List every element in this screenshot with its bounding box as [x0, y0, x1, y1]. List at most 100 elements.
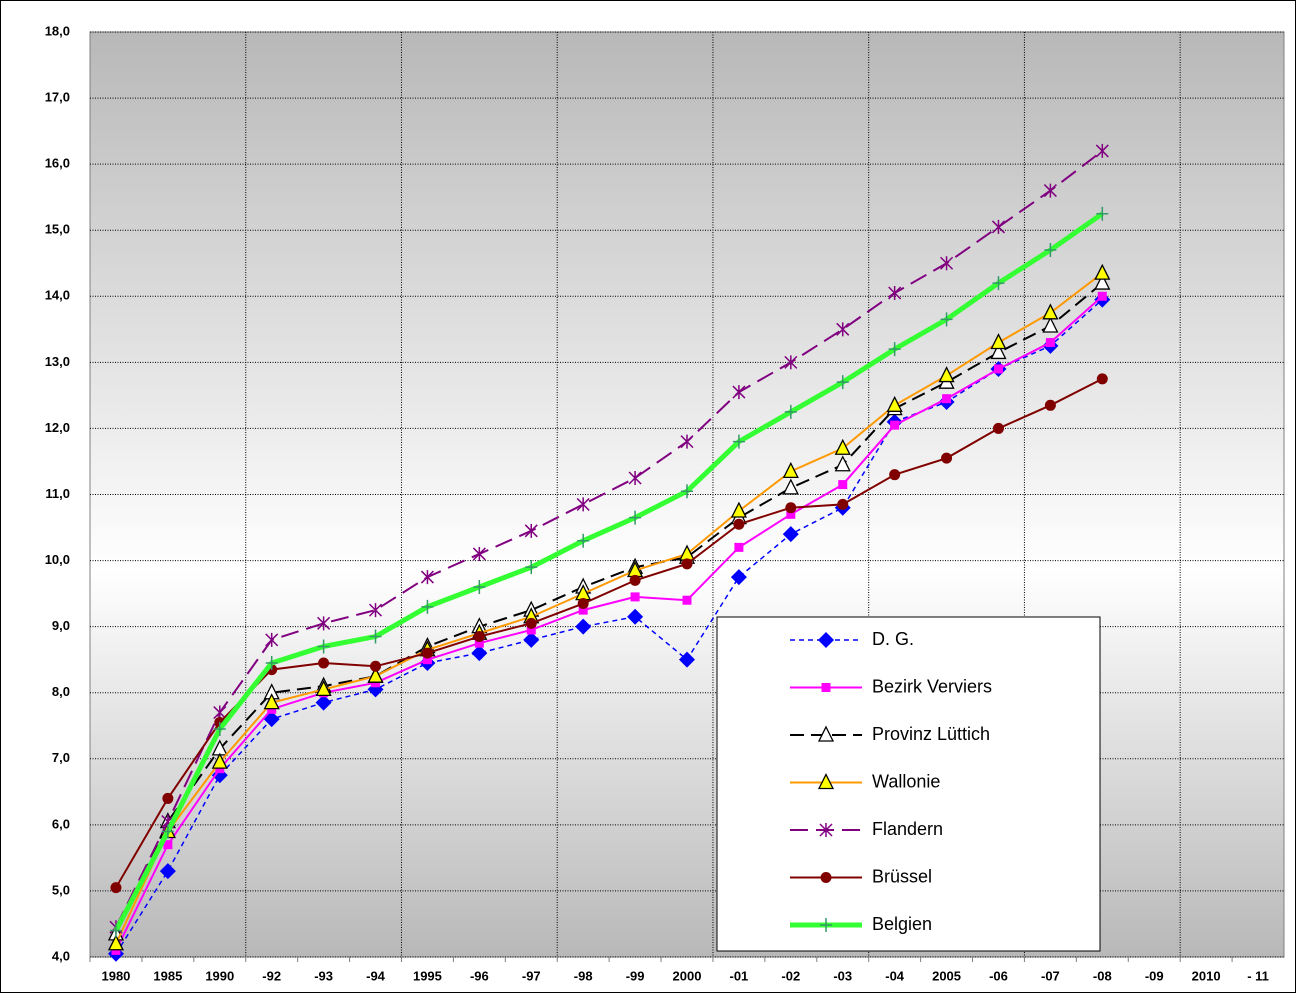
x-tick-label: 1985	[153, 968, 182, 983]
legend	[716, 616, 1101, 952]
series-line	[115, 282, 1103, 935]
marker	[370, 660, 382, 672]
marker	[785, 502, 797, 514]
marker	[577, 533, 590, 548]
marker	[890, 420, 900, 430]
marker	[889, 469, 901, 481]
marker	[472, 546, 486, 561]
marker	[990, 342, 1007, 360]
x-tick-label: -07	[1041, 968, 1060, 983]
marker	[421, 599, 434, 614]
marker	[732, 385, 746, 400]
x-tick-label: 1995	[413, 968, 442, 983]
legend-label: Brüssel	[872, 866, 932, 886]
marker	[817, 725, 835, 742]
marker	[942, 394, 952, 404]
marker	[1043, 183, 1057, 198]
legend-label: Bezirk Verviers	[872, 676, 992, 696]
legend-label: Wallonie	[872, 771, 940, 791]
marker	[820, 918, 832, 932]
series-line	[115, 150, 1103, 928]
marker	[317, 616, 331, 631]
marker	[577, 598, 589, 610]
y-tick-label: 6,0	[52, 816, 70, 831]
x-tick-label: -94	[366, 968, 386, 983]
marker	[940, 256, 954, 271]
marker	[836, 375, 849, 390]
marker	[733, 518, 745, 530]
marker	[473, 631, 485, 643]
marker	[1094, 273, 1111, 290]
marker	[1045, 338, 1055, 348]
marker	[526, 625, 536, 635]
marker	[578, 605, 588, 615]
series	[110, 373, 1108, 894]
marker	[315, 694, 332, 711]
series-line	[113, 211, 1104, 932]
y-tick-label: 16,0	[45, 156, 70, 171]
marker	[1096, 373, 1108, 385]
marker	[991, 219, 1006, 234]
marker	[163, 840, 173, 850]
y-tick-label: 13,0	[45, 354, 70, 369]
marker	[368, 603, 383, 618]
marker	[819, 823, 833, 837]
legend-label: Belgien	[872, 914, 932, 934]
x-tick-label: -08	[1093, 968, 1112, 983]
y-tick-label: 18,0	[45, 23, 70, 38]
marker	[628, 470, 642, 485]
y-tick-label: 14,0	[45, 288, 70, 303]
marker	[1096, 206, 1109, 221]
marker	[265, 655, 278, 670]
x-tick-label: 1980	[101, 968, 130, 983]
marker	[838, 480, 848, 490]
marker	[474, 638, 484, 648]
marker	[836, 322, 850, 337]
marker	[820, 872, 832, 883]
x-tick-label: 2005	[932, 968, 961, 983]
series-line	[115, 299, 1103, 955]
marker	[1095, 143, 1109, 158]
y-tick-label: 8,0	[52, 684, 70, 699]
x-tick-label: 2010	[1192, 968, 1221, 983]
marker	[730, 501, 747, 518]
marker	[782, 461, 799, 479]
marker	[213, 722, 226, 737]
legend-label: Flandern	[872, 819, 943, 839]
marker	[1044, 399, 1056, 411]
x-tick-label: -01	[730, 968, 749, 983]
series-line	[115, 272, 1103, 945]
x-tick-label: -96	[470, 968, 489, 983]
marker	[730, 569, 747, 586]
marker	[473, 580, 486, 594]
marker	[161, 824, 174, 839]
y-tick-label: 5,0	[52, 882, 70, 897]
marker	[107, 934, 125, 951]
marker	[941, 452, 953, 464]
marker	[938, 366, 955, 383]
x-tick-label: -99	[626, 968, 645, 983]
marker	[1042, 316, 1059, 333]
y-tick-label: 11,0	[45, 486, 70, 501]
marker	[317, 639, 330, 654]
marker	[1097, 291, 1107, 301]
marker	[575, 618, 592, 635]
marker	[681, 484, 693, 499]
marker	[888, 342, 901, 357]
marker	[1044, 243, 1057, 258]
marker	[834, 455, 851, 472]
x-tick-label: -02	[781, 968, 800, 983]
marker	[525, 617, 537, 629]
marker	[629, 510, 642, 525]
series	[109, 206, 1109, 938]
marker	[315, 679, 332, 697]
marker	[422, 655, 432, 665]
marker	[681, 558, 693, 570]
marker	[782, 526, 799, 543]
marker	[993, 364, 1003, 374]
y-tick-label: 12,0	[45, 420, 70, 435]
y-tick-label: 7,0	[52, 750, 70, 765]
marker	[159, 863, 176, 880]
marker	[265, 632, 279, 647]
marker	[734, 542, 744, 552]
